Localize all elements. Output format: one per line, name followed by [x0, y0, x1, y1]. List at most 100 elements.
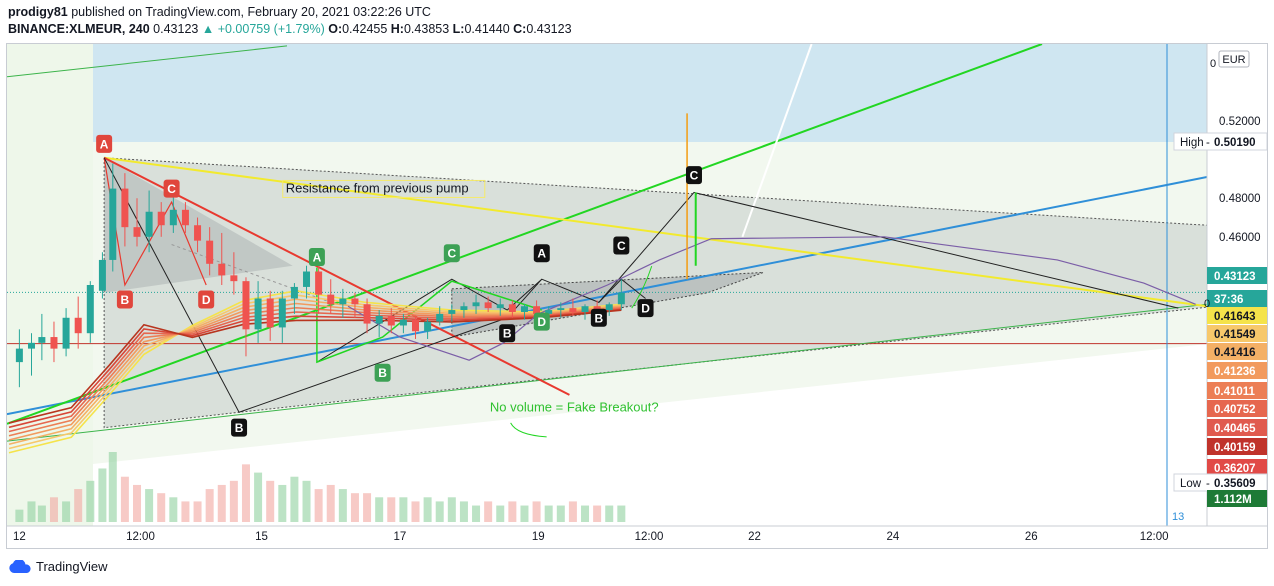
pattern-point-badge	[308, 248, 325, 267]
price-label: 0.41236	[1207, 362, 1267, 379]
volume-bar	[49, 497, 58, 522]
pattern-point-badge	[116, 290, 133, 309]
low-label: L:	[452, 22, 465, 36]
candle-body	[121, 188, 129, 228]
price-label: 0.41643	[1207, 307, 1267, 324]
green-curved-arrow	[631, 265, 653, 309]
pattern-point-badge	[590, 308, 607, 327]
pattern-point-letter: B	[378, 366, 387, 380]
candle-body	[520, 306, 528, 312]
purple-curve	[347, 236, 1196, 361]
pattern-point-label: B	[374, 363, 391, 382]
volume-bar	[399, 497, 408, 522]
green-trendline	[7, 44, 1043, 425]
publish-info: prodigy81 published on TradingView.com, …	[8, 5, 431, 19]
pattern-point-badge	[231, 418, 248, 437]
candle-body	[98, 259, 106, 291]
price-label-box	[1207, 459, 1267, 476]
pattern-point-letter: A	[537, 247, 546, 261]
candle-body	[303, 271, 311, 287]
price-label-value: 0.40465	[1214, 423, 1256, 435]
candle-body	[206, 240, 214, 264]
candle-body	[38, 337, 46, 343]
chart-frame[interactable]: A B C D A B C D A B B C B D C Resistance from previous …	[6, 43, 1268, 549]
pattern-point-label: B	[116, 290, 133, 309]
x-tick-label: 12	[13, 531, 26, 543]
price-label: 0.36207	[1207, 459, 1267, 476]
volume-bar	[568, 501, 577, 522]
candle-body	[472, 302, 480, 307]
candle-body	[157, 211, 165, 226]
price-label-value: 0.43123	[1214, 271, 1256, 283]
candle-body	[460, 306, 468, 311]
volume-bar	[423, 497, 432, 522]
currency-badge-text: EUR	[1222, 54, 1245, 66]
price-label-dash: -	[1206, 137, 1210, 149]
red-downtrend-line	[103, 156, 570, 396]
volume-bar	[556, 505, 565, 522]
volume-bar	[27, 501, 36, 522]
pattern-point-badge	[374, 363, 391, 382]
green-abcd-zigzag	[316, 267, 542, 364]
candle-body	[605, 304, 613, 311]
volume-bar	[508, 501, 517, 522]
pattern-point-letter: C	[167, 182, 176, 196]
black-breakout-line	[598, 191, 1179, 309]
candle-body	[74, 317, 82, 334]
author-name[interactable]: prodigy81	[8, 5, 68, 19]
pattern-point-letter: C	[690, 169, 699, 183]
candle-body	[254, 298, 262, 330]
pattern-point-label: B	[499, 324, 516, 343]
pattern-point-letter: A	[313, 251, 322, 265]
pattern-point-badge	[533, 312, 550, 331]
axis-overlay-label: 0	[1204, 298, 1210, 310]
volume-bar	[496, 505, 505, 522]
up-arrow-icon: ▲	[201, 22, 215, 36]
x-tick-label: 19	[532, 531, 545, 543]
x-tick-label: 12:00	[635, 531, 664, 543]
symbol-name: BINANCE:XLMEUR, 240	[8, 22, 150, 36]
price-label-value: 0.41549	[1214, 329, 1256, 341]
candle-body	[15, 348, 23, 363]
candle-body	[387, 315, 395, 326]
candle-body	[86, 285, 94, 334]
candle-body	[109, 188, 117, 260]
candle-body	[50, 337, 58, 349]
volume-bar	[338, 489, 347, 522]
price-label-box	[1207, 490, 1267, 507]
pattern-point-label: D	[198, 290, 215, 309]
footer-brand[interactable]: TradingView	[36, 559, 108, 574]
volume-bar	[387, 497, 396, 522]
price-label-value: 0.50190	[1214, 137, 1256, 149]
volume-bar	[484, 501, 493, 522]
pattern-point-badge	[163, 179, 180, 198]
candle-body	[508, 304, 516, 312]
price-label-value: 0.41236	[1214, 366, 1256, 378]
volume-bar	[350, 493, 359, 522]
pattern-point-label: A	[533, 244, 550, 263]
pattern-point-label: B	[590, 308, 607, 327]
candle-body	[545, 310, 553, 314]
y-tick-label: 0.48000	[1219, 193, 1261, 205]
close-label: C:	[513, 22, 527, 36]
candle-body	[218, 263, 226, 276]
pattern-point-label: C	[163, 179, 180, 198]
pattern-point-label: D	[533, 312, 550, 331]
price-label-box	[1207, 362, 1267, 379]
volume-bar	[593, 505, 602, 522]
volume-bar	[15, 509, 24, 522]
open-value: 0.42455	[342, 22, 388, 36]
candle-body	[593, 306, 601, 311]
price-label-box	[1207, 400, 1267, 417]
pattern-point-letter: B	[121, 293, 130, 307]
pattern-point-letter: D	[537, 315, 546, 329]
lower-channel-line	[7, 303, 1207, 442]
footer: TradingView	[8, 559, 108, 574]
price-label-caption: Low	[1180, 478, 1202, 490]
candle-body	[266, 298, 274, 328]
price-label: 0.41416	[1207, 343, 1267, 360]
candle-body	[169, 209, 177, 226]
volume-bar	[133, 484, 142, 522]
price-chart[interactable]: A B C D A B C D A B B C B D C Resistance from previous …	[7, 44, 1267, 548]
candle-body	[399, 319, 407, 326]
